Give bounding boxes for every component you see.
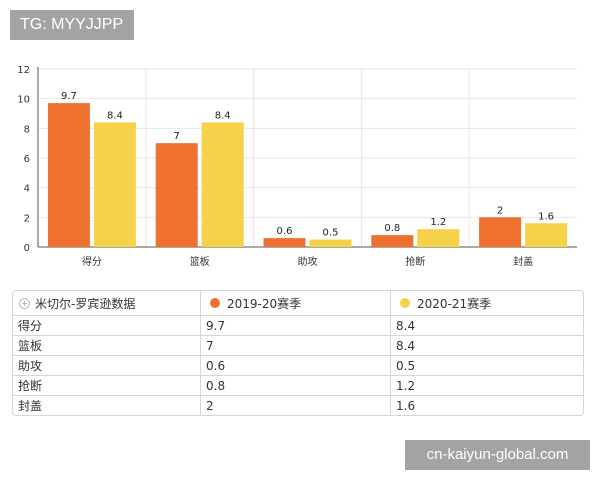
bar-value-label: 0.6 — [277, 226, 293, 237]
bar-value-label: 7 — [174, 131, 180, 142]
y-tick-label: 12 — [17, 65, 30, 76]
row-label: 得分 — [13, 316, 201, 335]
bar-series-1 — [479, 217, 522, 247]
bar-value-label: 0.5 — [323, 228, 339, 239]
x-tick-label: 抢断 — [405, 255, 425, 268]
row-value-series-1: 2 — [201, 396, 391, 415]
row-value-series-1: 0.6 — [201, 356, 391, 375]
table-row: 得分 9.7 8.4 — [13, 315, 583, 335]
table-row: 篮板 7 8.4 — [13, 335, 583, 355]
row-label: 助攻 — [13, 356, 201, 375]
bar-series-1 — [263, 238, 306, 247]
bar-series-2 — [525, 223, 568, 247]
bar-series-1 — [371, 235, 414, 247]
data-table: 米切尔-罗宾逊数据 2019-20赛季 2020-21赛季 得分 9.7 8.4… — [12, 290, 584, 416]
bar-value-label: 8.4 — [215, 110, 231, 121]
row-value-series-2: 8.4 — [396, 318, 416, 333]
bar-chart: 0 2 4 6 8 10 12 9.7 8.4 得分 7 8.4 篮板 0.6 0.5 助攻 0.8 1.2 抢断 2… — [17, 65, 577, 268]
expand-icon[interactable] — [19, 297, 30, 309]
table-row: 助攻 0.6 0.5 — [13, 355, 583, 375]
bar-series-2 — [417, 229, 460, 247]
bar-series-2 — [309, 239, 352, 247]
bar-value-label: 2 — [497, 205, 503, 216]
y-tick-label: 6 — [24, 154, 30, 165]
bar-series-1 — [47, 103, 90, 247]
y-tick-label: 2 — [24, 213, 30, 224]
y-tick-label: 10 — [17, 95, 30, 106]
bar-value-label: 1.6 — [538, 211, 554, 222]
series-2-color-dot — [400, 298, 410, 308]
series-2-header: 2020-21赛季 — [391, 291, 583, 315]
bar-value-label: 8.4 — [107, 110, 123, 121]
row-value-series-1: 7 — [201, 336, 391, 355]
bar-value-label: 9.7 — [61, 91, 77, 102]
watermark-bottom: cn-kaiyun-global.com — [405, 440, 590, 470]
row-value-series-1: 0.8 — [201, 376, 391, 395]
y-tick-label: 0 — [24, 243, 30, 254]
x-tick-label: 得分 — [82, 256, 102, 268]
row-label: 封盖 — [13, 396, 201, 415]
row-value-series-1: 9.7 — [201, 316, 391, 335]
x-tick-label: 篮板 — [190, 255, 210, 268]
series-1-header: 2019-20赛季 — [201, 291, 391, 315]
x-tick-label: 封盖 — [513, 255, 533, 268]
watermark-top: TG: MYYJJPP — [10, 10, 134, 40]
y-tick-label: 4 — [24, 184, 30, 195]
row-label: 抢断 — [13, 376, 201, 395]
series-1-color-dot — [210, 298, 220, 308]
bar-series-2 — [201, 122, 244, 247]
row-label: 篮板 — [13, 336, 201, 355]
series-2-header-label: 2020-21赛季 — [417, 296, 492, 311]
row-value-series-2: 1.6 — [396, 398, 416, 413]
bar-value-label: 0.8 — [384, 223, 400, 234]
y-tick-label: 8 — [24, 124, 30, 135]
table-title-cell[interactable]: 米切尔-罗宾逊数据 — [13, 291, 201, 315]
bar-series-1 — [155, 143, 198, 247]
table-header-row: 米切尔-罗宾逊数据 2019-20赛季 2020-21赛季 — [13, 291, 583, 315]
row-value-series-2: 0.5 — [396, 358, 416, 373]
row-value-series-2: 1.2 — [396, 378, 416, 393]
bar-series-2 — [93, 122, 136, 247]
x-tick-label: 助攻 — [298, 255, 318, 268]
table-title: 米切尔-罗宾逊数据 — [35, 296, 136, 311]
table-row: 封盖 2 1.6 — [13, 395, 583, 415]
bar-value-label: 1.2 — [430, 217, 446, 228]
row-value-series-2: 8.4 — [396, 338, 416, 353]
table-row: 抢断 0.8 1.2 — [13, 375, 583, 395]
series-1-header-label: 2019-20赛季 — [227, 296, 302, 311]
